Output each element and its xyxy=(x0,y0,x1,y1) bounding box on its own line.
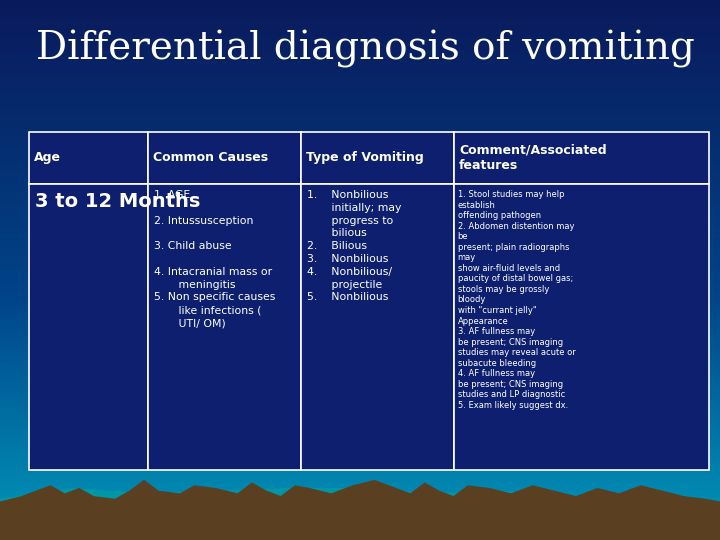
Text: 3 to 12 Months: 3 to 12 Months xyxy=(35,192,200,211)
Text: 1. Stool studies may help
establish
offending pathogen
2. Abdomen distention may: 1. Stool studies may help establish offe… xyxy=(458,190,575,410)
Polygon shape xyxy=(148,132,301,184)
Text: Type of Vomiting: Type of Vomiting xyxy=(306,151,424,165)
Text: Differential diagnosis of vomiting: Differential diagnosis of vomiting xyxy=(36,30,695,68)
Polygon shape xyxy=(0,481,720,540)
Text: Common Causes: Common Causes xyxy=(153,151,268,165)
Polygon shape xyxy=(148,184,301,470)
Text: 1.    Nonbilious
       initially; may
       progress to
       bilious
2.    B: 1. Nonbilious initially; may progress to… xyxy=(307,190,401,302)
Polygon shape xyxy=(454,184,709,470)
Polygon shape xyxy=(301,184,454,470)
Polygon shape xyxy=(0,489,720,510)
Polygon shape xyxy=(301,132,454,184)
Text: Age: Age xyxy=(34,151,60,165)
Polygon shape xyxy=(29,132,148,184)
Text: Comment/Associated
features: Comment/Associated features xyxy=(459,144,607,172)
Polygon shape xyxy=(454,132,709,184)
Polygon shape xyxy=(29,184,148,470)
Text: 1. AGE

2. Intussusception

3. Child abuse

4. Intacranial mass or
       mening: 1. AGE 2. Intussusception 3. Child abuse… xyxy=(153,190,275,328)
